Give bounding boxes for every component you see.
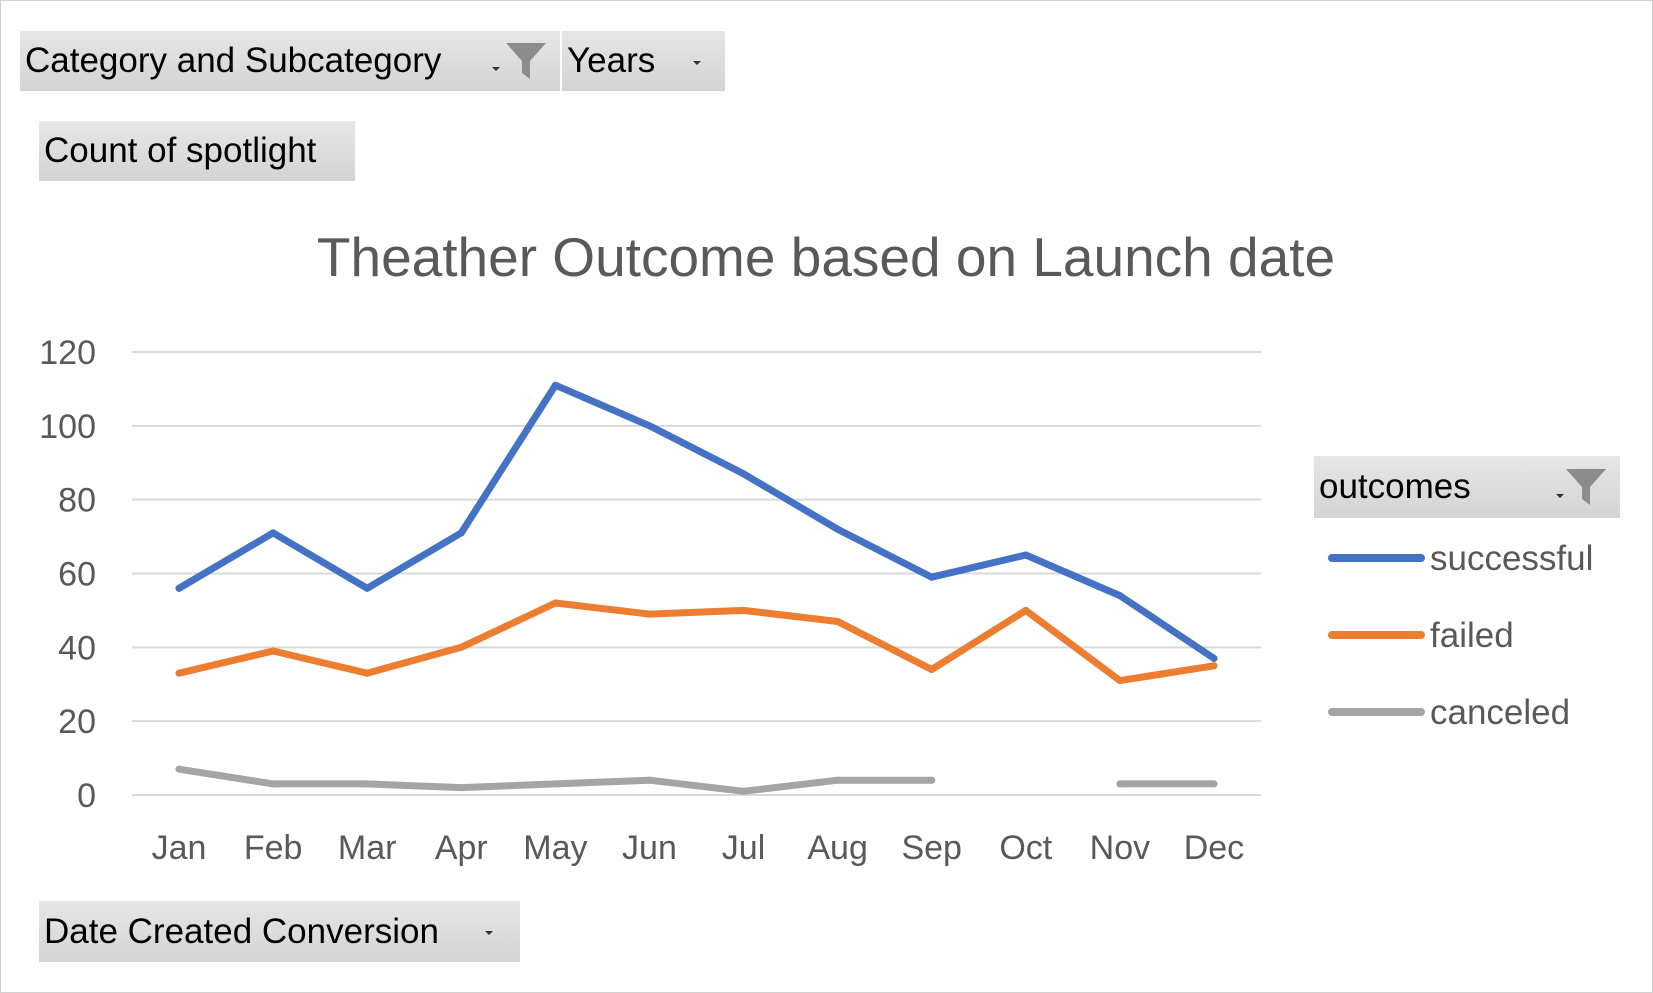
y-tick-label: 60 bbox=[58, 556, 96, 594]
x-tick-label-jun: Jun bbox=[622, 829, 677, 867]
legend-label-canceled: canceled bbox=[1430, 693, 1570, 732]
data-point-failed-may bbox=[551, 599, 559, 607]
x-tick-label-feb: Feb bbox=[244, 829, 303, 867]
years-field-label: Years bbox=[567, 41, 656, 80]
data-point-successful-nov bbox=[1116, 592, 1124, 600]
chevron-down-icon[interactable] bbox=[485, 931, 493, 935]
data-point-successful-jul bbox=[740, 470, 748, 478]
gridlines bbox=[132, 351, 1261, 796]
x-tick-label-apr: Apr bbox=[435, 829, 488, 867]
x-tick-label-jan: Jan bbox=[152, 829, 207, 867]
category-subcategory-field-button[interactable]: Category and Subcategory bbox=[20, 31, 560, 91]
date-created-conversion-field-button[interactable]: Date Created Conversion bbox=[39, 901, 520, 962]
data-point-failed-aug bbox=[834, 617, 842, 625]
x-tick-label-mar: Mar bbox=[338, 829, 397, 867]
data-point-failed-jun bbox=[645, 610, 653, 618]
count-of-spotlight-field-button[interactable]: Count of spotlight bbox=[39, 121, 355, 181]
x-tick-label-nov: Nov bbox=[1090, 829, 1150, 867]
data-point-successful-jun bbox=[645, 422, 653, 430]
data-point-failed-feb bbox=[269, 647, 277, 655]
series-line-successful bbox=[175, 381, 1218, 662]
data-point-failed-apr bbox=[457, 643, 465, 651]
y-tick-label: 80 bbox=[58, 482, 96, 520]
data-point-canceled-aug bbox=[834, 776, 842, 784]
x-tick-label-aug: Aug bbox=[807, 829, 868, 867]
filter-funnel-icon[interactable] bbox=[505, 41, 547, 81]
data-point-successful-feb bbox=[269, 529, 277, 537]
count-of-spotlight-field-label: Count of spotlight bbox=[44, 131, 317, 170]
y-tick-label: 120 bbox=[39, 334, 96, 372]
series-line-canceled bbox=[175, 765, 1218, 795]
date-created-conversion-field-label: Date Created Conversion bbox=[44, 911, 439, 951]
data-point-canceled-jul bbox=[740, 787, 748, 795]
data-point-failed-jul bbox=[740, 606, 748, 614]
x-tick-label-may: May bbox=[523, 829, 587, 867]
data-point-failed-oct bbox=[1022, 606, 1030, 614]
data-point-failed-sep bbox=[928, 665, 936, 673]
series-lines bbox=[175, 381, 1218, 795]
data-point-canceled-feb bbox=[269, 780, 277, 788]
data-point-failed-mar bbox=[363, 669, 371, 677]
legend-label-successful: successful bbox=[1430, 539, 1593, 578]
x-axis-tick-labels: Jan Feb Mar Apr May Jun Jul Aug Sep Oct Nov Dec bbox=[152, 829, 1245, 867]
chart-title: Theather Outcome based on Launch date bbox=[317, 226, 1335, 288]
data-point-failed-jan bbox=[175, 669, 183, 677]
data-point-canceled-dec bbox=[1210, 780, 1218, 788]
x-tick-label-sep: Sep bbox=[901, 829, 962, 867]
y-axis-tick-labels: 0 20 40 60 80 100 120 bbox=[39, 334, 96, 815]
x-tick-label-dec: Dec bbox=[1184, 829, 1244, 867]
years-field-button[interactable]: Years bbox=[562, 31, 725, 91]
data-point-canceled-sep bbox=[928, 776, 936, 784]
y-tick-label: 0 bbox=[77, 777, 96, 815]
data-point-canceled-jun bbox=[645, 776, 653, 784]
outcomes-field-label: outcomes bbox=[1319, 467, 1471, 506]
legend: successful failed canceled bbox=[1328, 539, 1593, 732]
data-point-successful-mar bbox=[363, 584, 371, 592]
data-point-successful-apr bbox=[457, 529, 465, 537]
data-point-failed-dec bbox=[1210, 662, 1218, 670]
y-tick-label: 100 bbox=[39, 408, 96, 446]
data-point-successful-dec bbox=[1210, 654, 1218, 662]
data-point-canceled-mar bbox=[363, 780, 371, 788]
category-subcategory-field-label: Category and Subcategory bbox=[25, 41, 442, 80]
data-point-successful-jan bbox=[175, 584, 183, 592]
chevron-down-icon[interactable] bbox=[492, 67, 500, 71]
y-tick-label: 20 bbox=[58, 703, 96, 741]
data-point-canceled-nov bbox=[1116, 780, 1124, 788]
data-point-failed-nov bbox=[1116, 677, 1124, 685]
chevron-down-icon[interactable] bbox=[1556, 494, 1564, 498]
data-point-canceled-apr bbox=[457, 784, 465, 792]
data-point-successful-may bbox=[551, 381, 559, 389]
data-point-successful-aug bbox=[834, 525, 842, 533]
data-point-successful-oct bbox=[1022, 551, 1030, 559]
x-tick-label-oct: Oct bbox=[999, 829, 1052, 867]
x-tick-label-jul: Jul bbox=[722, 829, 765, 867]
data-point-canceled-jan bbox=[175, 765, 183, 773]
legend-label-failed: failed bbox=[1430, 616, 1514, 655]
y-tick-label: 40 bbox=[58, 629, 96, 667]
data-point-canceled-may bbox=[551, 780, 559, 788]
chevron-down-icon[interactable] bbox=[693, 61, 701, 65]
series-line-failed bbox=[175, 599, 1218, 685]
outcomes-field-button[interactable]: outcomes bbox=[1314, 456, 1620, 518]
filter-funnel-icon[interactable] bbox=[1565, 467, 1607, 507]
data-point-successful-sep bbox=[928, 573, 936, 581]
